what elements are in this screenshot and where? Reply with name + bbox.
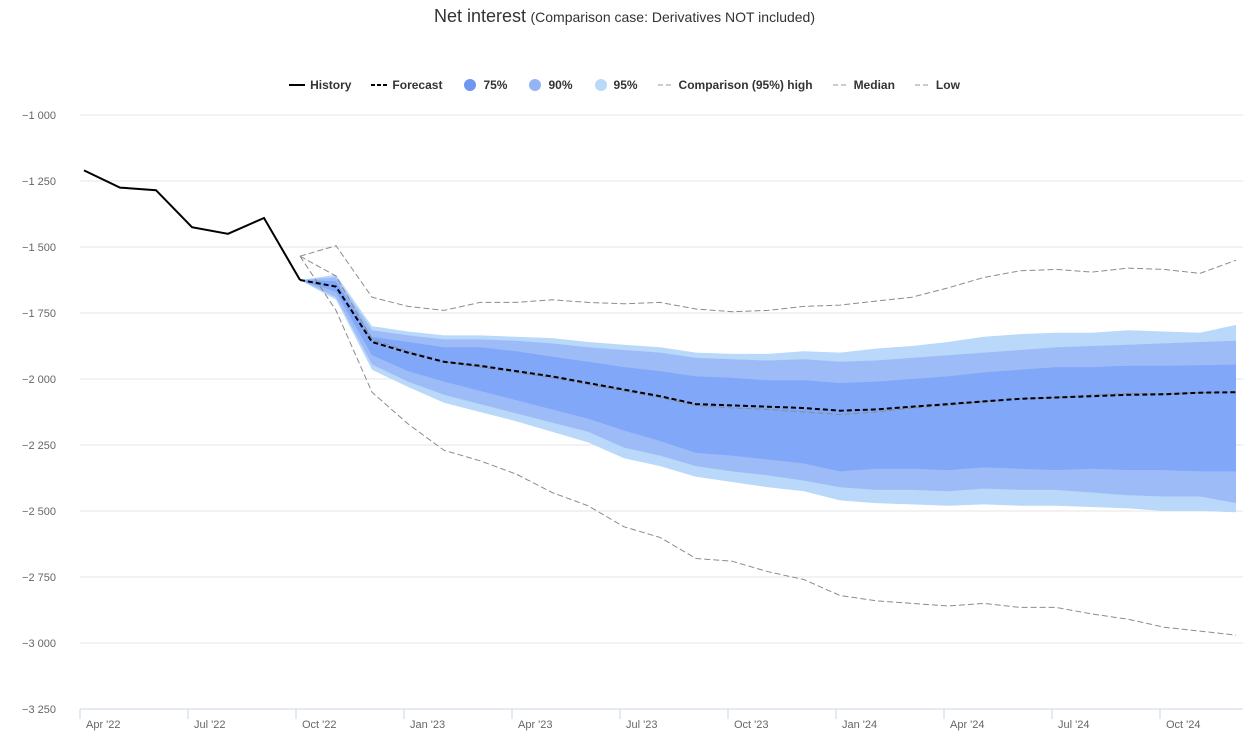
forecast-line bbox=[299, 279, 1237, 412]
chart-title: Net interest (Comparison case: Derivativ… bbox=[0, 6, 1249, 27]
x-tick-label: Apr '22 bbox=[86, 719, 121, 731]
x-tick-label: Jan '24 bbox=[842, 719, 877, 731]
legend-median[interactable]: Median bbox=[832, 78, 895, 92]
chart-title-main: Net interest bbox=[433, 6, 527, 26]
y-tick-label: −2 250 bbox=[22, 440, 56, 452]
x-tick-label: Apr '23 bbox=[518, 719, 553, 731]
legend-90-label: 90% bbox=[548, 78, 573, 92]
x-tick-label: Jul '24 bbox=[1058, 719, 1089, 731]
x-tick-label: Jul '23 bbox=[626, 719, 657, 731]
y-tick-label: −2 750 bbox=[22, 572, 56, 584]
legend-75-label: 75% bbox=[483, 78, 508, 92]
legend-95-symbol bbox=[594, 79, 607, 91]
legend-75[interactable]: 75% bbox=[462, 78, 507, 92]
y-tick-label: −1 500 bbox=[22, 242, 56, 254]
legend-low-label: Low bbox=[935, 78, 960, 92]
chart-legend: History Forecast 75% 90% 95% Comparison (95%)… bbox=[0, 78, 1249, 92]
legend-history-symbol bbox=[289, 84, 306, 86]
y-tick-label: −1 750 bbox=[22, 308, 56, 320]
y-tick-label: −2 500 bbox=[22, 506, 56, 518]
x-tick-label: Jan '23 bbox=[410, 719, 445, 731]
legend-comparison-high-symbol bbox=[657, 84, 674, 86]
band-75 bbox=[300, 280, 1236, 472]
x-tick-label: Apr '24 bbox=[950, 719, 985, 731]
legend-forecast-label: Forecast bbox=[392, 78, 443, 92]
legend-low[interactable]: Low bbox=[914, 78, 960, 92]
history-line bbox=[83, 169, 301, 281]
legend-90-symbol bbox=[529, 79, 542, 91]
y-tick-label: −3 250 bbox=[22, 704, 56, 716]
legend-forecast[interactable]: Forecast bbox=[371, 78, 442, 92]
legend-comparison-high-label: Comparison (95%) high bbox=[678, 78, 813, 92]
x-tick-label: Oct '23 bbox=[734, 719, 769, 731]
legend-median-symbol bbox=[832, 84, 849, 86]
legend-95-label: 95% bbox=[613, 78, 638, 92]
legend-comparison-high[interactable]: Comparison (95%) high bbox=[657, 78, 813, 92]
y-tick-label: −1 250 bbox=[22, 176, 56, 188]
legend-median-label: Median bbox=[853, 78, 895, 92]
legend-forecast-symbol bbox=[371, 84, 388, 86]
comparison-high-line bbox=[299, 245, 1237, 313]
x-tick-label: Oct '24 bbox=[1166, 719, 1201, 731]
legend-history[interactable]: History bbox=[289, 78, 351, 92]
legend-75-symbol bbox=[464, 79, 477, 91]
legend-95[interactable]: 95% bbox=[593, 78, 638, 92]
legend-90[interactable]: 90% bbox=[527, 78, 573, 92]
y-tick-label: −1 000 bbox=[22, 110, 56, 122]
chart-title-subtitle: (Comparison case: Derivatives NOT includ… bbox=[530, 9, 815, 25]
legend-history-label: History bbox=[310, 78, 352, 92]
x-tick-label: Oct '22 bbox=[302, 719, 337, 731]
x-tick-label: Jul '22 bbox=[194, 719, 225, 731]
y-tick-label: −3 000 bbox=[22, 638, 56, 650]
legend-low-symbol bbox=[914, 84, 931, 86]
comparison-low-line bbox=[299, 255, 1237, 636]
y-tick-label: −2 000 bbox=[22, 374, 56, 386]
